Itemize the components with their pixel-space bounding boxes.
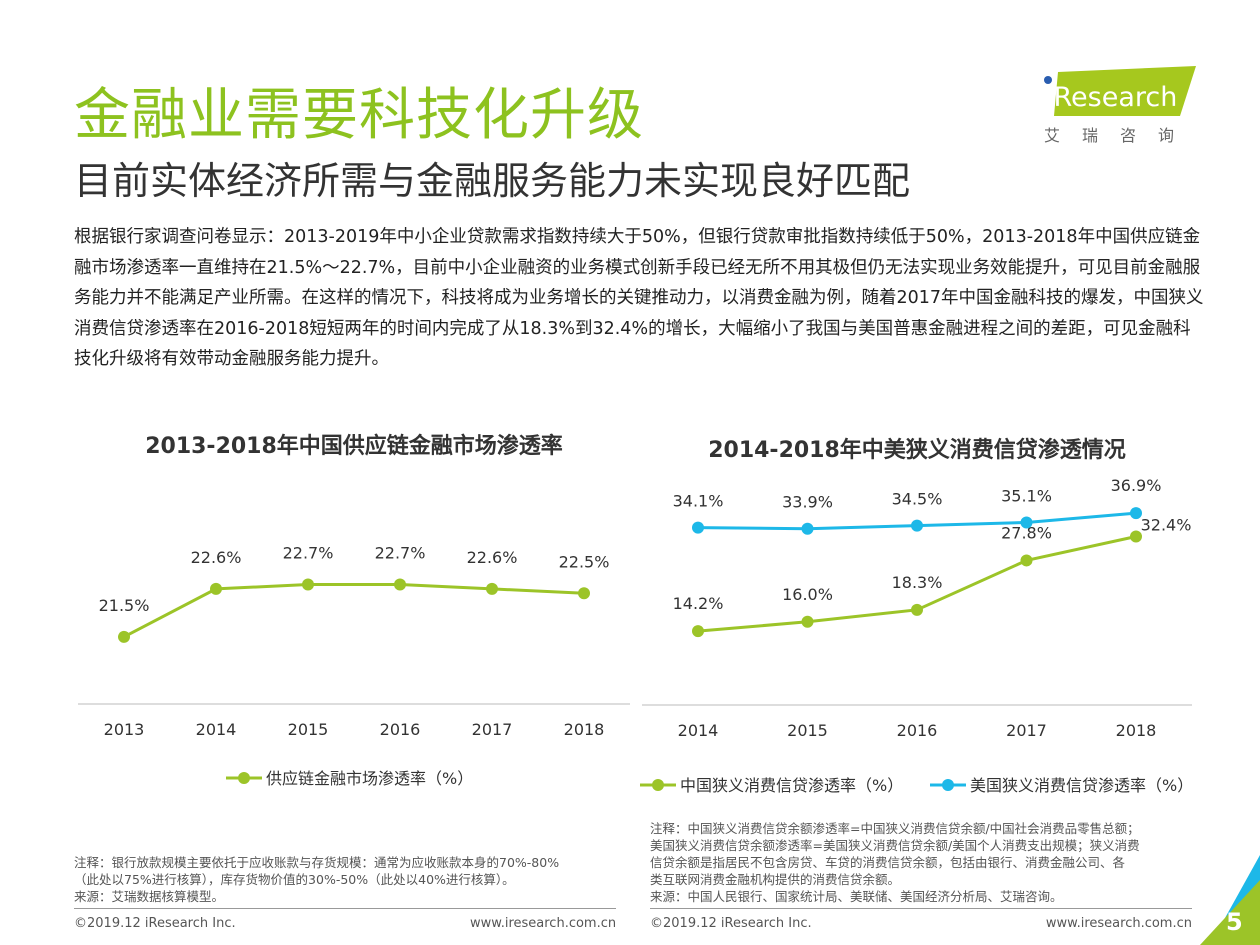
data-point	[1020, 554, 1033, 567]
x-tick-label: 2015	[288, 720, 329, 739]
data-point	[1130, 530, 1142, 543]
data-label: 36.9%	[1111, 476, 1162, 495]
data-point	[210, 582, 222, 595]
copyright: ©2019.12 iResearch Inc.	[650, 916, 812, 931]
chart-2-title: 2014-2018年中美狭义消费信贷渗透情况	[708, 438, 1126, 463]
logo-text: iResearch	[1046, 82, 1177, 113]
data-point	[911, 603, 923, 616]
data-label: 22.5%	[559, 552, 610, 571]
x-tick-label: 2016	[380, 720, 421, 739]
x-tick-label: 2017	[472, 720, 513, 739]
data-point	[801, 615, 814, 628]
x-tick-label: 2018	[564, 720, 605, 739]
data-label: 22.7%	[283, 544, 334, 563]
right-notes: 注释：中国狭义消费信贷余额渗透率=中国狭义消费信贷余额/中国社会消费品零售总额；…	[650, 820, 1210, 905]
data-label: 34.5%	[892, 490, 943, 509]
data-label: 14.2%	[673, 594, 724, 613]
page-title: 金融业需要科技化升级	[74, 83, 644, 148]
x-tick-label: 2018	[1116, 721, 1157, 740]
x-tick-label: 2014	[196, 720, 237, 739]
data-point	[394, 578, 406, 591]
data-point	[118, 630, 130, 643]
data-point	[1020, 516, 1033, 529]
x-tick-label: 2016	[897, 721, 938, 740]
note-line: 类互联网消费金融机构提供的消费信贷余额。	[650, 872, 901, 887]
legend-marker	[942, 779, 954, 791]
data-label: 21.5%	[99, 596, 150, 615]
note-line: 来源：艾瑞数据核算模型。	[74, 889, 225, 904]
data-label: 16.0%	[782, 585, 833, 604]
iresearch-logo: iResearch	[1044, 66, 1196, 116]
website-link[interactable]: www.iresearch.com.cn	[470, 916, 617, 931]
page-number: 5	[1226, 908, 1243, 936]
left-notes: 注释：银行放款规模主要依托于应收账款与存货规模：通常为应收账款本身的70%-80…	[74, 854, 644, 905]
x-tick-label: 2013	[104, 720, 145, 739]
data-label: 22.6%	[191, 548, 242, 567]
data-label: 22.6%	[467, 548, 518, 567]
note-line: 信贷余额是指居民不包含房贷、车贷的消费信贷余额，包括由银行、消费金融公司、各	[650, 855, 1126, 870]
legend-marker	[652, 779, 664, 791]
data-label: 35.1%	[1001, 486, 1052, 505]
website-link[interactable]: www.iresearch.com.cn	[1045, 916, 1192, 931]
logo-chinese-name: 艾瑞咨询	[1044, 126, 1197, 145]
data-point	[486, 582, 498, 595]
x-tick-label: 2017	[1006, 721, 1047, 740]
legend-label: 美国狭义消费信贷渗透率（%）	[970, 776, 1193, 795]
legend-marker	[238, 772, 250, 784]
data-point	[911, 519, 923, 532]
note-line: 来源：中国人民银行、国家统计局、美联储、美国经济分析局、艾瑞咨询。	[650, 889, 1063, 904]
data-point	[302, 578, 314, 591]
data-label: 34.1%	[673, 492, 724, 511]
note-line: （此处以75%进行核算），库存货物价值的30%-50%（此处以40%进行核算）。	[74, 872, 515, 887]
logo-graphic: iResearch	[1044, 66, 1196, 116]
footer-divider	[650, 908, 1192, 909]
chart-1-title: 2013-2018年中国供应链金融市场渗透率	[145, 434, 563, 459]
legend-label: 供应链金融市场渗透率（%）	[266, 769, 473, 788]
copyright: ©2019.12 iResearch Inc.	[74, 916, 236, 931]
data-point	[692, 625, 704, 638]
data-label: 22.7%	[375, 544, 426, 563]
x-tick-label: 2015	[787, 721, 828, 740]
data-label: 27.8%	[1001, 523, 1052, 542]
footer-divider	[74, 908, 616, 909]
data-label: 32.4%	[1141, 516, 1192, 535]
corner-decoration	[1200, 855, 1260, 945]
data-point	[692, 521, 704, 534]
legend-label: 中国狭义消费信贷渗透率（%）	[680, 776, 903, 795]
note-line: 注释：中国狭义消费信贷余额渗透率=中国狭义消费信贷余额/中国社会消费品零售总额；	[650, 821, 1140, 836]
data-point	[578, 587, 590, 600]
data-label: 33.9%	[782, 493, 833, 512]
x-tick-label: 2014	[678, 721, 719, 740]
body-paragraph: 根据银行家调查问卷显示：2013-2019年中小企业贷款需求指数持续大于50%，…	[74, 227, 1204, 369]
page-subtitle: 目前实体经济所需与金融服务能力未实现良好匹配	[74, 159, 911, 203]
series-line	[123, 583, 585, 639]
note-line: 注释：银行放款规模主要依托于应收账款与存货规模：通常为应收账款本身的70%-80…	[74, 855, 560, 870]
note-line: 美国狭义消费信贷余额渗透率=美国狭义消费信贷余额/美国个人消费支出规模；狭义消费	[650, 838, 1140, 853]
data-point	[1130, 507, 1142, 520]
data-point	[801, 522, 814, 535]
data-label: 18.3%	[892, 573, 943, 592]
